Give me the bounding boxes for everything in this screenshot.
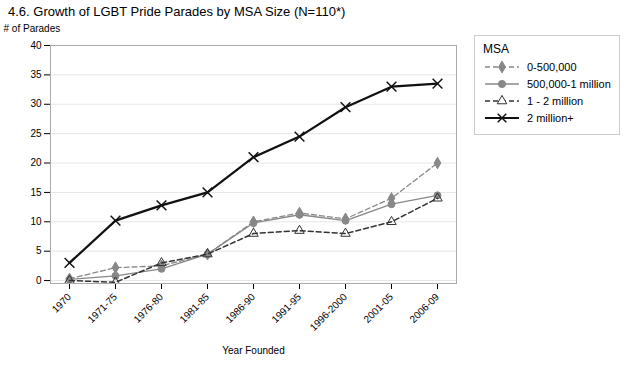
svg-text:1991-95: 1991-95 [269, 291, 303, 325]
svg-text:30: 30 [30, 98, 42, 109]
svg-text:1970: 1970 [50, 291, 74, 315]
svg-text:1981-85: 1981-85 [177, 291, 211, 325]
svg-text:10: 10 [30, 216, 42, 227]
svg-text:1996-2000: 1996-2000 [308, 291, 350, 333]
html-text:MSA: MSA [483, 42, 509, 56]
svg-text:2006-09: 2006-09 [407, 291, 441, 325]
svg-text:2001-05: 2001-05 [361, 291, 395, 325]
html-text:1 - 2 million: 1 - 2 million [527, 95, 584, 107]
html-text:4.6. Growth of LGBT Pride Para: 4.6. Growth of LGBT Pride Parades by MSA… [8, 4, 346, 19]
svg-text:1971-75: 1971-75 [85, 291, 119, 325]
svg-text:# of Parades: # of Parades [4, 23, 61, 34]
svg-text:0: 0 [36, 275, 42, 286]
html-text:0-500,000: 0-500,000 [527, 61, 577, 73]
svg-text:25: 25 [30, 128, 42, 139]
svg-text:15: 15 [30, 187, 42, 198]
svg-text:20: 20 [30, 157, 42, 168]
svg-text:40: 40 [30, 40, 42, 51]
svg-text:5: 5 [36, 245, 42, 256]
svg-text:1976-80: 1976-80 [131, 291, 165, 325]
svg-text:1986-90: 1986-90 [223, 291, 257, 325]
svg-text:35: 35 [30, 69, 42, 80]
html-text:500,000-1 million: 500,000-1 million [527, 78, 611, 90]
html-text:2 million+: 2 million+ [527, 112, 574, 124]
svg-text:Year Founded: Year Founded [222, 345, 284, 356]
